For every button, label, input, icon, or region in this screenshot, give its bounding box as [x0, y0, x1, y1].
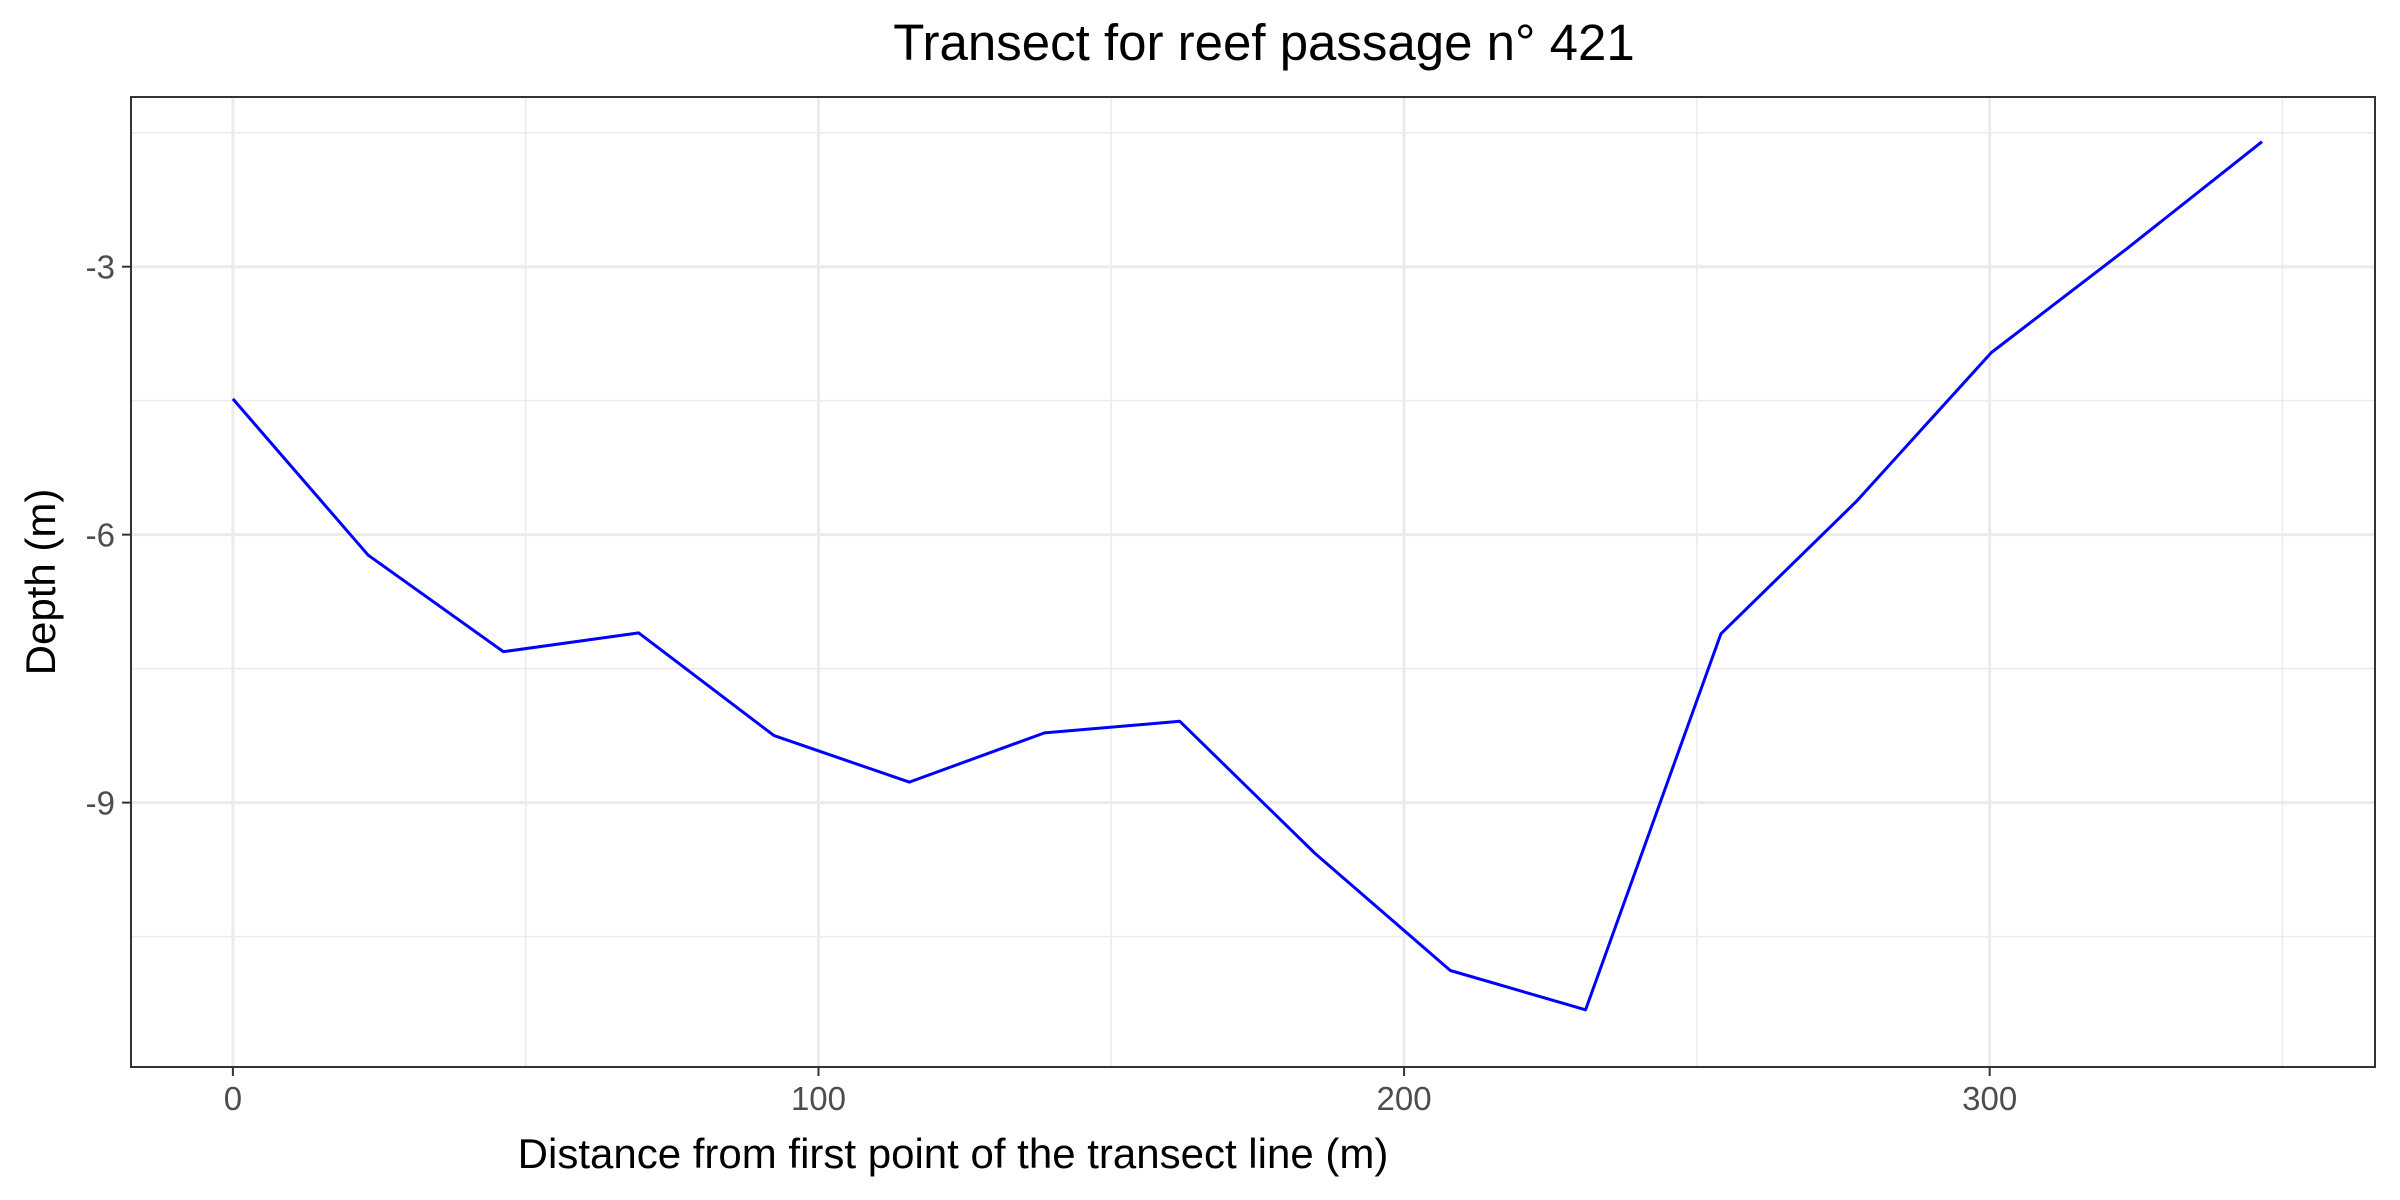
gridlines: [131, 97, 2375, 1067]
x-axis-title: Distance from first point of the transec…: [518, 1130, 1389, 1177]
y-tick-label: -3: [86, 249, 115, 286]
y-axis-title: Depth (m): [17, 489, 64, 676]
y-tick-label: -6: [86, 517, 115, 554]
plot-panel-border: [130, 96, 2376, 1068]
x-tick-label: 300: [1962, 1080, 2017, 1117]
x-tick-label: 0: [224, 1080, 242, 1117]
chart-title: Transect for reef passage n° 421: [893, 14, 1634, 71]
series-layer: [231, 140, 2263, 1012]
x-tick-label: 200: [1377, 1080, 1432, 1117]
axis-ticks: 0 100 200 300 -3 -6 -9: [86, 249, 2018, 1117]
y-tick-label: -9: [86, 785, 115, 822]
depth-series-line: [231, 140, 2263, 1012]
x-tick-label: 100: [791, 1080, 846, 1117]
